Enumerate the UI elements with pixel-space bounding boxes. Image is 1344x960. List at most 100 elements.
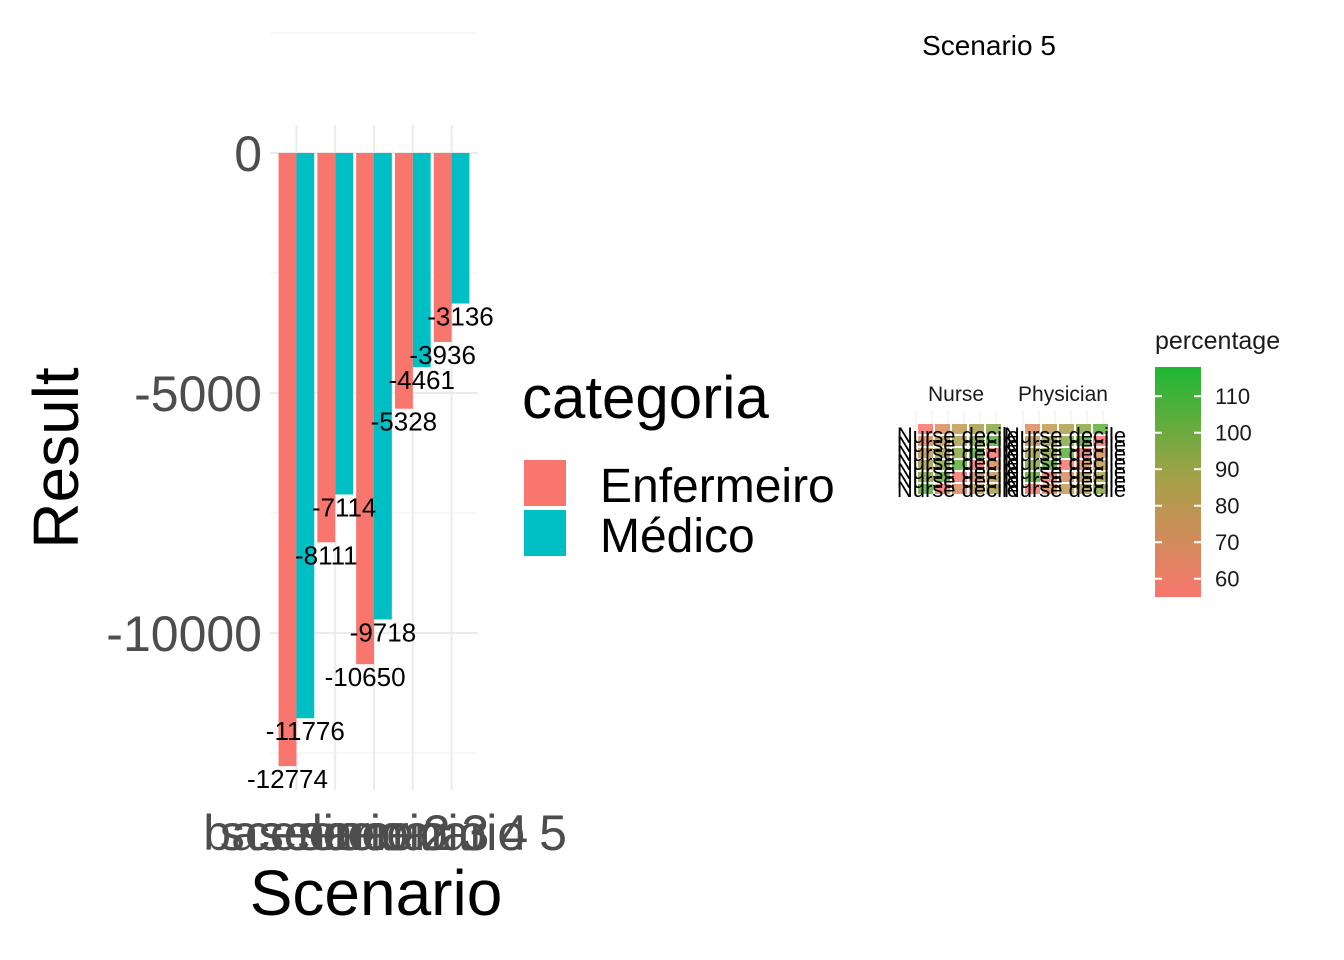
- x-tick-label: scenario 4: [297, 805, 528, 861]
- x-axis-title: Scenario: [250, 857, 503, 929]
- facet-label-nurse: Nurse: [928, 383, 984, 406]
- heatmap-cell: [986, 484, 1001, 494]
- heatmap-cell: [952, 436, 967, 446]
- cell-label: Nurse decile: [1004, 441, 1126, 466]
- heatmap-cell: [969, 472, 984, 482]
- heatmap-cell: [1042, 472, 1057, 482]
- y-tick-label: -5000: [134, 366, 262, 422]
- heatmap-cell: [952, 484, 967, 494]
- colorbar-tick-label: 100: [1215, 421, 1252, 446]
- bar-enfermeiro-5: [433, 153, 452, 342]
- heatmap-cell: [1076, 472, 1091, 482]
- heatmap-cell: [1059, 484, 1074, 494]
- heatmap-cell: [969, 484, 984, 494]
- y-tick-label: -10000: [106, 606, 262, 662]
- heatmap-cell: [1059, 448, 1074, 458]
- heatmap-cells: [918, 424, 1108, 494]
- heatmap-cell: [1076, 424, 1091, 434]
- legend-key-medico: [524, 510, 566, 556]
- cell-label: Nurse decile: [897, 459, 1019, 484]
- heatmap-cell: [1042, 460, 1057, 470]
- y-axis-ticks: 0 -5000 -10000: [106, 126, 262, 662]
- cell-label: Nurse decile: [1004, 432, 1126, 457]
- colorbar-tick-label: 60: [1215, 567, 1239, 592]
- heatmap-cell: [1025, 472, 1040, 482]
- heatmap-cell: [918, 424, 933, 434]
- heatmap-cell: [1076, 460, 1091, 470]
- heatmap-cell: [918, 484, 933, 494]
- colorbar-tick-label: 80: [1215, 494, 1239, 519]
- cell-label: Nurse decile: [897, 432, 1019, 457]
- cell-label: Nurse decile: [1004, 450, 1126, 475]
- heatmap-cell: [1076, 436, 1091, 446]
- y-axis-title: Result: [20, 367, 92, 549]
- heatmap-cell: [986, 436, 1001, 446]
- cell-label: Nurse decile: [897, 450, 1019, 475]
- heatmap-cell: [1025, 436, 1040, 446]
- heatmap-cell: [1093, 460, 1108, 470]
- cell-label: Nurse decile: [897, 477, 1019, 502]
- heatmap-cell: [1093, 472, 1108, 482]
- bar-value-label: -3936: [409, 340, 476, 370]
- bar-enfermeiro-2: [317, 153, 336, 543]
- heatmap-cell: [918, 460, 933, 470]
- bar-value-label: -9718: [350, 617, 417, 647]
- heatmap-cell: [969, 460, 984, 470]
- bar-mdico-5: [451, 153, 470, 304]
- heatmap-panel: Scenario 5 Nurse Physician Nurse decileN…: [897, 30, 1280, 597]
- heatmap-cell: [918, 448, 933, 458]
- colorbar-ticks: 60 70 80 90 100 110: [1155, 384, 1252, 592]
- x-tick-label: scenario 3: [259, 805, 490, 861]
- colorbar-title: percentage: [1155, 327, 1280, 355]
- legend-label-medico: Médico: [600, 510, 755, 563]
- heatmap-cell: [1025, 484, 1040, 494]
- heatmap-cell: [952, 460, 967, 470]
- cell-label: Nurse decile: [897, 468, 1019, 493]
- heatmap-cell: [952, 448, 967, 458]
- bar-value-label: -11776: [266, 716, 345, 746]
- heatmap-cell: [1093, 448, 1108, 458]
- heatmap-cell: [1025, 448, 1040, 458]
- legend-key-enfermeiro: [524, 460, 566, 506]
- heatmap-cell: [1059, 424, 1074, 434]
- bar-enfermeiro-3: [356, 153, 374, 665]
- x-tick-label: scenario 5: [336, 805, 567, 861]
- heatmap-cell: [969, 448, 984, 458]
- heatmap-title: Scenario 5: [922, 30, 1056, 61]
- bar-value-label: -12774: [247, 764, 328, 794]
- heatmap-cell: [1025, 460, 1040, 470]
- heatmap-cell: [1059, 472, 1074, 482]
- heatmap-cell: [935, 460, 950, 470]
- cell-label: Nurse decile: [1004, 459, 1126, 484]
- heatmap-cell: [1025, 424, 1040, 434]
- heatmap-cell: [935, 436, 950, 446]
- heatmap-cell: [1093, 436, 1108, 446]
- cell-label: Nurse decile: [1004, 477, 1126, 502]
- bar-value-label: -7114: [312, 492, 377, 522]
- x-tick-label: scenario 2: [220, 805, 451, 861]
- heatmap-cell: [1042, 424, 1057, 434]
- legend: categoria Enfermeiro Médico: [522, 364, 835, 563]
- heatmap-cell: [918, 436, 933, 446]
- bar-data-labels: -12774 -8111 -10650 -5328 -3936 -11776 -7114 -9…: [247, 302, 494, 795]
- bar-value-label: -4461: [388, 365, 455, 395]
- heatmap-cell: [986, 472, 1001, 482]
- heatmap-cell: [986, 460, 1001, 470]
- heatmap-cell: [969, 436, 984, 446]
- colorbar-tick-label: 90: [1215, 457, 1239, 482]
- bar-value-label: -10650: [325, 662, 406, 692]
- heatmap-cell: [935, 424, 950, 434]
- cell-label: Nurse decile: [897, 441, 1019, 466]
- facet-label-physician: Physician: [1018, 383, 1108, 406]
- bar-mdico-3: [374, 153, 392, 620]
- x-tick-label: baseline: [203, 805, 389, 861]
- legend-title: categoria: [522, 364, 769, 431]
- bar-enfermeiro-1: [278, 153, 297, 767]
- heatmap-cell: [952, 424, 967, 434]
- bars: [278, 153, 470, 767]
- bar-value-label: -3136: [427, 302, 494, 332]
- heatmap-cell: [952, 472, 967, 482]
- heatmap-cell: [1042, 436, 1057, 446]
